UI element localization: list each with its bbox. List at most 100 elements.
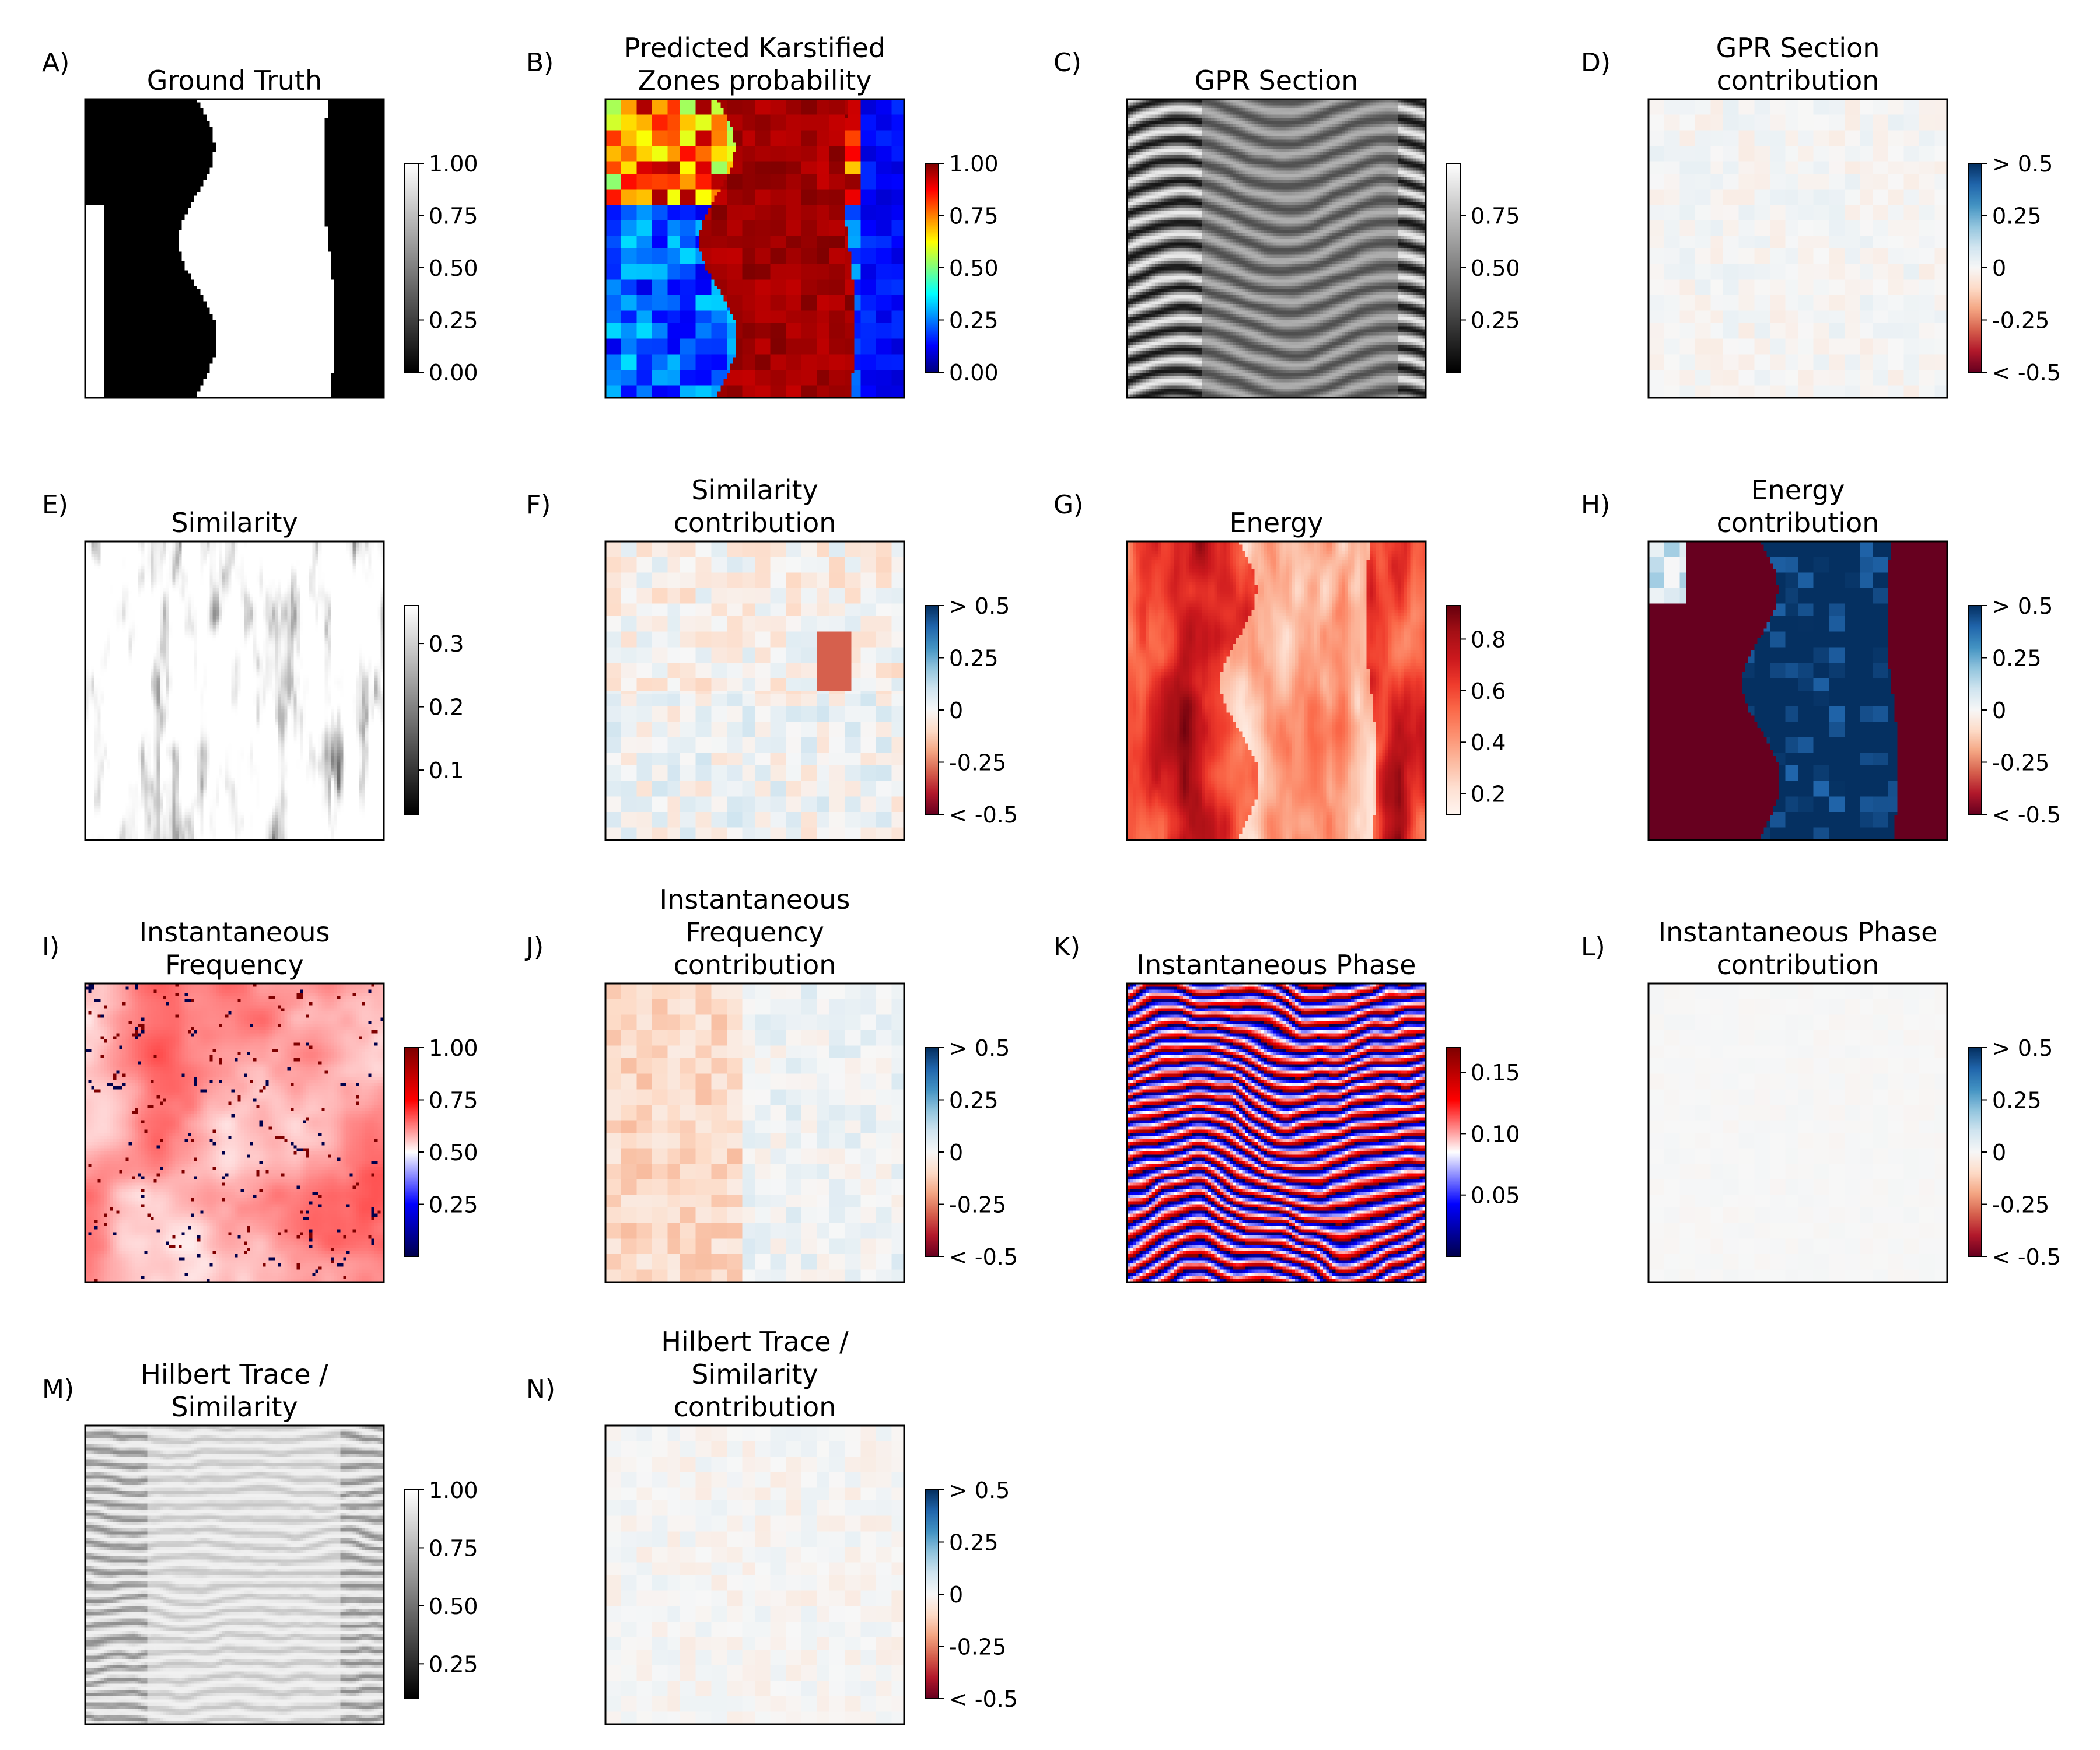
colorbar xyxy=(925,1490,939,1699)
heatmap-frame xyxy=(84,540,385,841)
colorbar-tick-label: > 0.5 xyxy=(949,1478,1010,1503)
panel-k: K) Instantaneous Phase 0.05 0.10 0.15 xyxy=(1054,932,1520,1283)
colorbar-tick-label: 1.00 xyxy=(949,151,999,177)
panel-letter: D) xyxy=(1581,48,1611,78)
colorbar xyxy=(1968,163,1982,372)
colorbar xyxy=(1447,606,1460,814)
panel-m: M) Hilbert Trace /Similarity 0.25 0.50 0.75 1… xyxy=(42,1359,478,1726)
colorbar-tick-label: 0.50 xyxy=(429,256,478,281)
colorbar-tick-label: 0.00 xyxy=(429,360,478,386)
colorbar xyxy=(405,163,418,372)
colorbar-tick-label: 0 xyxy=(949,1140,963,1166)
panel-letter: B) xyxy=(526,48,554,78)
heatmap-image xyxy=(1127,541,1426,840)
panel-title-line: Energy xyxy=(1751,474,1845,506)
colorbar-tick-label: 1.00 xyxy=(429,151,478,177)
heatmap-image xyxy=(85,984,384,1282)
colorbar-tick-label: 1.00 xyxy=(429,1478,478,1503)
colorbar xyxy=(405,1490,418,1699)
colorbar-tick-label: 0.25 xyxy=(1992,1088,2042,1114)
heatmap-frame xyxy=(604,982,905,1283)
colorbar-tick-label: -0.25 xyxy=(1992,1192,2049,1218)
colorbar-tick-label: 0.50 xyxy=(429,1140,478,1166)
colorbar-tick-label: 0.25 xyxy=(1992,646,2042,671)
colorbar-tick-label: 0.50 xyxy=(1471,256,1520,281)
panel-title-line: contribution xyxy=(674,507,836,538)
colorbar-tick-label: > 0.5 xyxy=(949,1035,1010,1061)
colorbar-tick-label: > 0.5 xyxy=(1992,1035,2053,1061)
colorbar-tick-label: < -0.5 xyxy=(1992,802,2061,828)
panel-title-line: Instantaneous xyxy=(139,916,330,948)
colorbar-frame xyxy=(1446,1047,1461,1257)
heatmap-image xyxy=(85,99,384,398)
heatmap-image xyxy=(85,1426,384,1724)
panel-letter: J) xyxy=(524,932,544,962)
panel-title-line: Energy xyxy=(1229,507,1323,538)
colorbar xyxy=(405,606,418,814)
colorbar-tick-label: < -0.5 xyxy=(949,1686,1018,1712)
panel-title-line: Hilbert Trace / xyxy=(141,1359,328,1390)
colorbar-tick-label: 0.75 xyxy=(1471,204,1520,229)
colorbar-tick-label: -0.25 xyxy=(1992,750,2049,776)
colorbar-tick-label: 0.25 xyxy=(429,308,478,334)
heatmap-image xyxy=(606,99,904,398)
heatmap-frame xyxy=(1647,98,1948,399)
colorbar-tick-label: 0.2 xyxy=(429,695,464,720)
heatmap-image xyxy=(85,541,384,840)
heatmap-frame xyxy=(604,98,905,399)
heatmap-frame xyxy=(84,1424,385,1726)
panel-e: E) Similarity 0.1 0.2 0.3 xyxy=(42,490,464,841)
colorbar-tick-label: > 0.5 xyxy=(949,593,1010,619)
colorbar-frame xyxy=(404,1489,419,1699)
panel-letter: L) xyxy=(1581,932,1605,962)
colorbar-tick-label: 0.25 xyxy=(949,1088,999,1114)
panel-letter: A) xyxy=(42,48,69,78)
panel-title-line: Similarity xyxy=(171,1391,298,1423)
colorbar-tick-label: 0.00 xyxy=(949,360,999,386)
colorbar-tick-label: 0 xyxy=(949,698,963,723)
colorbar-tick-label: > 0.5 xyxy=(1992,151,2053,177)
panel-title-line: Frequency xyxy=(685,916,824,948)
colorbar-tick-label: -0.25 xyxy=(949,1634,1006,1660)
colorbar-tick-label: > 0.5 xyxy=(1992,593,2053,619)
colorbar xyxy=(1968,1048,1982,1256)
panel-letter: K) xyxy=(1054,932,1080,962)
panel-letter: I) xyxy=(42,932,60,962)
colorbar-tick-label: 0.25 xyxy=(949,1530,999,1556)
colorbar-tick-label: 0.25 xyxy=(429,1651,478,1677)
colorbar-tick-label: 0.25 xyxy=(949,646,999,671)
panel-title-line: contribution xyxy=(1717,949,1880,981)
panel-c: C) GPR Section 0.25 0.50 0.75 xyxy=(1054,48,1520,399)
panel-letter: M) xyxy=(42,1374,74,1404)
colorbar-tick-label: < -0.5 xyxy=(1992,1244,2061,1270)
panel-title-line: GPR Section xyxy=(1195,65,1359,96)
colorbar-tick-label: -0.25 xyxy=(1992,308,2049,334)
panel-g: G) Energy 0.2 0.4 0.6 0.8 xyxy=(1054,490,1506,841)
colorbar-tick-label: 0.15 xyxy=(1471,1060,1520,1086)
colorbar xyxy=(925,606,939,814)
panel-title-line: Ground Truth xyxy=(147,65,322,96)
heatmap-image xyxy=(1648,984,1947,1282)
heatmap-image xyxy=(606,1426,904,1724)
colorbar-tick-label: < -0.5 xyxy=(949,802,1018,828)
colorbar-frame xyxy=(404,605,419,815)
colorbar-tick-label: 0.25 xyxy=(1992,204,2042,229)
panel-a: A) Ground Truth 0.00 0.25 0.50 0.75 1.00 xyxy=(42,48,478,399)
panel-title-line: contribution xyxy=(674,949,836,981)
heatmap-frame xyxy=(84,98,385,399)
colorbar-tick-label: 0.50 xyxy=(429,1594,478,1619)
heatmap-image xyxy=(1648,99,1947,398)
panel-letter: C) xyxy=(1054,48,1082,78)
panel-letter: E) xyxy=(42,490,68,520)
colorbar-tick-label: 0.2 xyxy=(1471,782,1506,807)
panel-title-line: Hilbert Trace / xyxy=(661,1326,849,1357)
panel-letter: G) xyxy=(1054,490,1083,520)
panel-title-line: Similarity xyxy=(691,1359,818,1390)
